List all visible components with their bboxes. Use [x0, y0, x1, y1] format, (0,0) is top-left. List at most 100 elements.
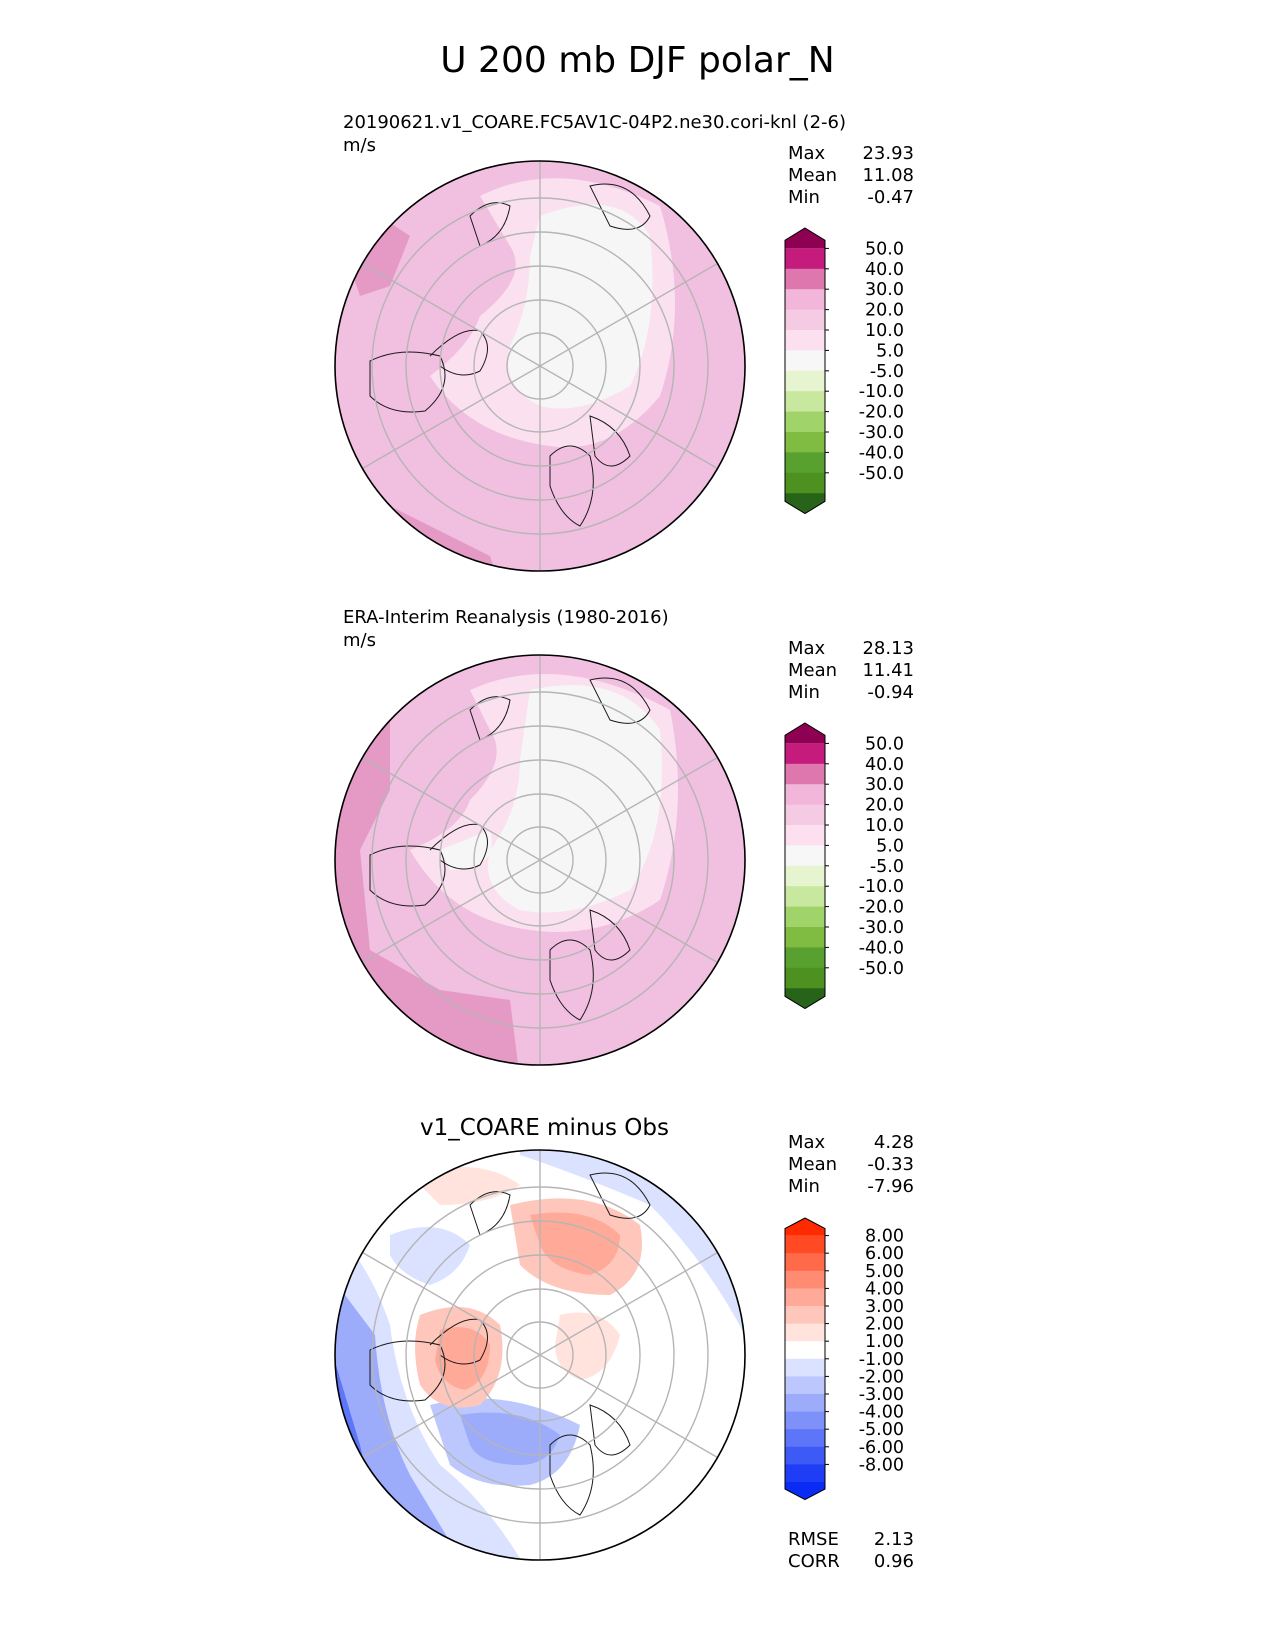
colorbar-swatch-6 [785, 845, 825, 867]
colorbar-tick-label: 5.0 [876, 341, 904, 361]
colorbar-tick-label: -5.00 [859, 1420, 904, 1440]
colorbar-swatch-2 [785, 763, 825, 785]
colorbar-tick-label: 3.00 [865, 1297, 904, 1317]
colorbar-tick-label: 5.0 [876, 836, 904, 856]
panel2-min-value: -0.94 [867, 682, 914, 703]
colorbar-swatch-0 [785, 723, 825, 744]
panel2-title: ERA-Interim Reanalysis (1980-2016) [343, 607, 669, 628]
colorbar-tick-label: 8.00 [865, 1227, 904, 1247]
colorbar-swatch-13 [785, 1446, 825, 1465]
colorbar-swatch-3 [785, 784, 825, 806]
colorbar-tick-label: 5.00 [865, 1262, 904, 1282]
colorbar-swatch-1 [785, 743, 825, 765]
colorbar-swatch-10 [785, 927, 825, 948]
colorbar-swatch-6 [785, 350, 825, 372]
colorbar-tick-label: -1.00 [859, 1350, 904, 1370]
panel2-units: m/s [343, 630, 376, 651]
colorbar-swatch-10 [785, 432, 825, 453]
colorbar-swatch-5 [785, 1306, 825, 1325]
panel3-min-value: -7.96 [867, 1176, 914, 1197]
colorbar-tick-label: 50.0 [865, 239, 904, 259]
panel3-corr-label: CORR [788, 1551, 840, 1572]
colorbar-outline [784, 227, 826, 515]
panel1-polar-map [334, 160, 746, 572]
panel1-max-label: Max [788, 143, 826, 164]
colorbar-swatch-4 [785, 309, 825, 331]
colorbar-swatch-7 [785, 370, 825, 392]
panel2-min-label: Min [788, 682, 820, 703]
colorbar-swatch-5 [785, 825, 825, 846]
colorbar-swatch-15 [785, 1482, 825, 1500]
panel1-max-value: 23.93 [862, 143, 914, 164]
colorbar-swatch-14 [785, 1464, 825, 1483]
colorbar-swatch-13 [785, 493, 825, 514]
panel3-graticule [362, 1150, 718, 1560]
panel2-mean-value: 11.41 [862, 660, 914, 681]
panel3-min-label: Min [788, 1176, 820, 1197]
colorbar-swatch-13 [785, 988, 825, 1009]
colorbar-tick-label: -5.0 [870, 362, 904, 382]
panel3-corr-value: 0.96 [873, 1551, 914, 1572]
panel3-polar-map [334, 1149, 746, 1561]
panel2-polar-map [334, 654, 746, 1066]
colorbar-swatch-9 [785, 906, 825, 928]
colorbar-tick-label: -40.0 [859, 938, 904, 958]
colorbar-swatch-3 [785, 1270, 825, 1289]
colorbar-tick-label: -20.0 [859, 898, 904, 918]
panel1-mean-label: Mean [788, 165, 838, 186]
colorbar-outline [784, 722, 826, 1010]
colorbar-tick-label: 20.0 [865, 796, 904, 816]
colorbar-swatch-3 [785, 289, 825, 311]
panel3-rmse-value: 2.13 [873, 1529, 914, 1550]
colorbar-swatch-8 [785, 886, 825, 908]
colorbar-swatch-4 [785, 1288, 825, 1307]
panel3-max-value: 4.28 [873, 1132, 914, 1153]
colorbar-tick-label: 6.00 [865, 1244, 904, 1264]
panel3-map-border [334, 1149, 746, 1561]
colorbar-tick-label: -5.0 [870, 857, 904, 877]
panel2-graticule [362, 655, 718, 1065]
panel2-colorbar: 50.040.030.020.010.05.0-5.0-10.0-20.0-30… [784, 722, 904, 1010]
colorbar-tick-label: 20.0 [865, 301, 904, 321]
colorbar-tick-label: 2.00 [865, 1315, 904, 1335]
colorbar-tick-label: -8.00 [859, 1455, 904, 1475]
colorbar-swatch-1 [785, 1235, 825, 1254]
colorbar-swatch-11 [785, 947, 825, 969]
panel1-min-label: Min [788, 187, 820, 208]
panel1-mean-value: 11.08 [862, 165, 914, 186]
colorbar-tick-label: 40.0 [865, 755, 904, 775]
panel3-coastlines [369, 1172, 651, 1516]
colorbar-swatch-1 [785, 248, 825, 270]
colorbar-swatch-9 [785, 411, 825, 433]
panel3-max-label: Max [788, 1132, 826, 1153]
colorbar-swatch-0 [785, 228, 825, 249]
colorbar-swatch-10 [785, 1394, 825, 1413]
colorbar-tick-label: -4.00 [859, 1403, 904, 1423]
panel3-title: v1_COARE minus Obs [420, 1115, 669, 1141]
panel3-rmse-label: RMSE [788, 1529, 839, 1550]
panel2-coastlines [369, 677, 651, 1021]
colorbar-swatch-2 [785, 1253, 825, 1272]
panel1-graticule [362, 161, 718, 571]
colorbar-tick-label: -2.00 [859, 1367, 904, 1387]
colorbar-tick-label: 50.0 [865, 734, 904, 754]
colorbar-tick-label: -20.0 [859, 403, 904, 423]
colorbar-swatch-11 [785, 452, 825, 474]
colorbar-tick-label: 40.0 [865, 260, 904, 280]
colorbar-tick-label: -50.0 [859, 464, 904, 484]
colorbar-swatch-0 [785, 1218, 825, 1236]
colorbar-swatch-9 [785, 1376, 825, 1395]
panel1-title: 20190621.v1_COARE.FC5AV1C-04P2.ne30.cori… [343, 112, 846, 133]
colorbar-tick-label: 30.0 [865, 280, 904, 300]
panel1-map-border [334, 160, 746, 572]
colorbar-swatch-2 [785, 268, 825, 290]
colorbar-swatch-12 [785, 967, 825, 989]
colorbar-swatch-8 [785, 391, 825, 413]
colorbar-outline [784, 1217, 826, 1501]
colorbar-swatch-7 [785, 865, 825, 887]
colorbar-swatch-7 [785, 1341, 825, 1360]
figure-title: U 200 mb DJF polar_N [440, 40, 835, 81]
colorbar-tick-label: -30.0 [859, 918, 904, 938]
panel3-mean-value: -0.33 [867, 1154, 914, 1175]
colorbar-swatch-6 [785, 1323, 825, 1342]
